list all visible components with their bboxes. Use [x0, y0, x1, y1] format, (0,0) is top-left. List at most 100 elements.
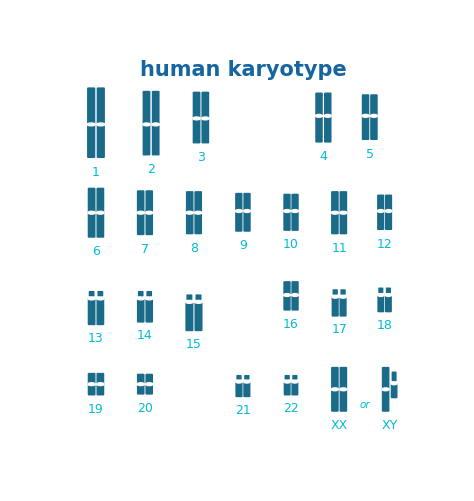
FancyBboxPatch shape — [137, 212, 145, 235]
FancyBboxPatch shape — [243, 210, 251, 232]
Text: 4: 4 — [319, 150, 328, 163]
Ellipse shape — [146, 297, 153, 300]
FancyBboxPatch shape — [88, 383, 95, 395]
FancyBboxPatch shape — [152, 91, 160, 125]
Ellipse shape — [88, 297, 95, 300]
FancyBboxPatch shape — [292, 294, 299, 311]
Ellipse shape — [152, 123, 159, 126]
Ellipse shape — [324, 114, 331, 117]
Ellipse shape — [292, 380, 298, 383]
FancyBboxPatch shape — [243, 193, 251, 212]
Ellipse shape — [340, 211, 347, 214]
FancyBboxPatch shape — [292, 194, 299, 212]
FancyBboxPatch shape — [89, 291, 94, 297]
Text: 13: 13 — [88, 332, 104, 345]
Text: 22: 22 — [283, 402, 299, 415]
FancyBboxPatch shape — [87, 87, 95, 125]
Text: 20: 20 — [137, 402, 153, 415]
FancyBboxPatch shape — [236, 381, 243, 397]
FancyBboxPatch shape — [324, 93, 331, 117]
FancyBboxPatch shape — [97, 383, 104, 395]
FancyBboxPatch shape — [235, 193, 243, 212]
Text: human karyotype: human karyotype — [139, 61, 346, 80]
Ellipse shape — [185, 301, 193, 303]
FancyBboxPatch shape — [137, 190, 145, 214]
Ellipse shape — [331, 388, 338, 391]
Ellipse shape — [385, 209, 392, 212]
Ellipse shape — [88, 383, 95, 386]
FancyBboxPatch shape — [146, 374, 153, 385]
FancyBboxPatch shape — [186, 295, 192, 300]
FancyBboxPatch shape — [194, 301, 202, 331]
Text: 14: 14 — [137, 329, 153, 342]
Ellipse shape — [385, 294, 392, 297]
FancyBboxPatch shape — [137, 383, 145, 395]
FancyBboxPatch shape — [201, 117, 209, 143]
Ellipse shape — [340, 295, 346, 298]
Text: 15: 15 — [186, 338, 202, 351]
FancyBboxPatch shape — [315, 115, 323, 143]
FancyBboxPatch shape — [88, 188, 95, 214]
FancyBboxPatch shape — [378, 288, 383, 293]
Text: XY: XY — [382, 419, 398, 432]
FancyBboxPatch shape — [339, 296, 346, 317]
FancyBboxPatch shape — [237, 375, 242, 380]
Ellipse shape — [378, 294, 384, 297]
Text: 21: 21 — [235, 404, 251, 417]
Text: 8: 8 — [190, 242, 198, 255]
Text: or: or — [359, 400, 370, 410]
FancyBboxPatch shape — [143, 123, 150, 155]
Ellipse shape — [283, 294, 291, 297]
FancyBboxPatch shape — [370, 94, 378, 117]
Ellipse shape — [97, 211, 104, 214]
FancyBboxPatch shape — [137, 374, 145, 385]
Ellipse shape — [292, 294, 299, 297]
FancyBboxPatch shape — [244, 375, 249, 380]
Ellipse shape — [377, 209, 384, 212]
FancyBboxPatch shape — [339, 212, 347, 234]
Text: 2: 2 — [147, 163, 155, 176]
Ellipse shape — [97, 297, 104, 300]
FancyBboxPatch shape — [143, 91, 150, 125]
FancyBboxPatch shape — [370, 115, 378, 140]
Ellipse shape — [137, 211, 144, 214]
FancyBboxPatch shape — [88, 212, 95, 238]
Text: 10: 10 — [283, 238, 299, 252]
FancyBboxPatch shape — [235, 210, 243, 232]
FancyBboxPatch shape — [185, 301, 193, 331]
FancyBboxPatch shape — [146, 190, 153, 214]
FancyBboxPatch shape — [331, 388, 339, 412]
Ellipse shape — [391, 382, 397, 385]
FancyBboxPatch shape — [331, 212, 339, 234]
FancyBboxPatch shape — [192, 92, 201, 119]
FancyBboxPatch shape — [97, 373, 104, 385]
Text: 11: 11 — [331, 242, 347, 255]
Ellipse shape — [316, 114, 322, 117]
Ellipse shape — [195, 301, 202, 303]
FancyBboxPatch shape — [315, 93, 323, 117]
FancyBboxPatch shape — [146, 212, 153, 235]
FancyBboxPatch shape — [201, 92, 209, 119]
FancyBboxPatch shape — [324, 115, 331, 143]
FancyBboxPatch shape — [283, 294, 291, 311]
FancyBboxPatch shape — [98, 291, 103, 297]
Text: 17: 17 — [331, 323, 347, 336]
FancyBboxPatch shape — [331, 191, 339, 214]
Text: 18: 18 — [377, 319, 392, 332]
FancyBboxPatch shape — [138, 291, 144, 297]
Ellipse shape — [382, 388, 389, 391]
Ellipse shape — [195, 211, 202, 214]
Ellipse shape — [137, 383, 144, 386]
Ellipse shape — [362, 114, 369, 117]
FancyBboxPatch shape — [87, 123, 95, 158]
FancyBboxPatch shape — [283, 381, 291, 395]
FancyBboxPatch shape — [377, 194, 384, 212]
FancyBboxPatch shape — [292, 381, 298, 395]
FancyBboxPatch shape — [194, 191, 202, 214]
Text: 3: 3 — [197, 151, 205, 164]
FancyBboxPatch shape — [385, 194, 392, 212]
Ellipse shape — [236, 380, 242, 383]
FancyBboxPatch shape — [377, 294, 384, 312]
FancyBboxPatch shape — [339, 191, 347, 214]
FancyBboxPatch shape — [333, 289, 338, 295]
